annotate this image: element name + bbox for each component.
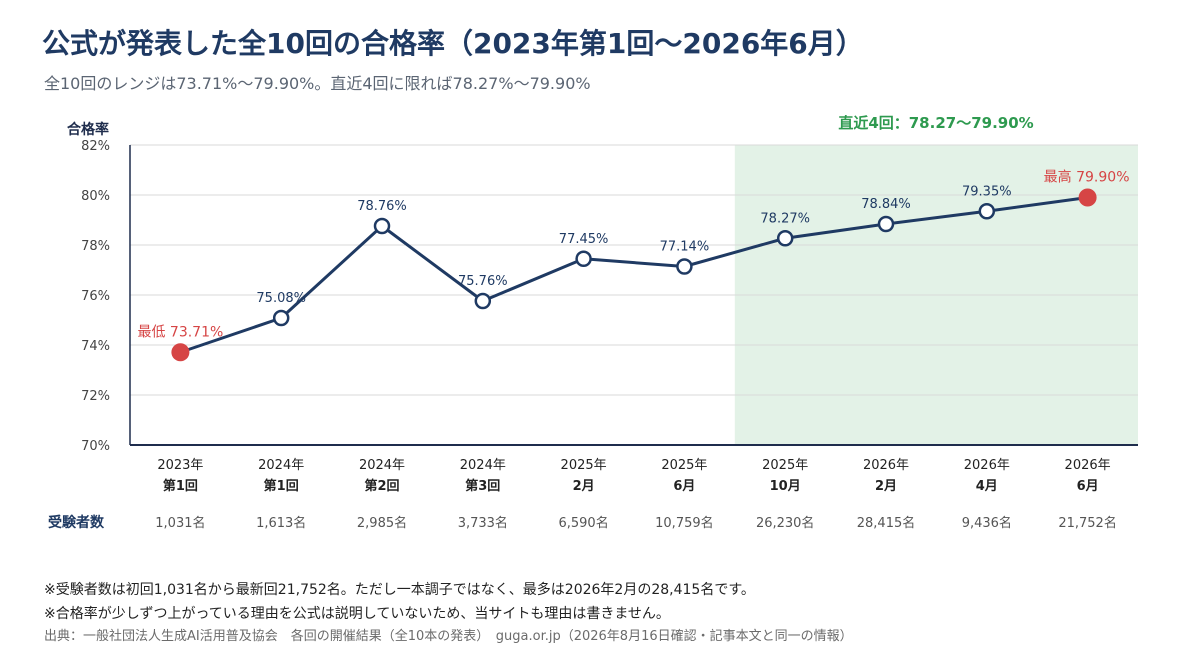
max-annotation: 最高 79.90% xyxy=(1044,169,1130,186)
y-axis-label: 合格率 xyxy=(67,121,109,138)
footnotes: ※受験者数は初回1,031名から最新回21,752名。ただし一本調子ではなく、最… xyxy=(44,578,1184,648)
data-point-marker xyxy=(676,258,693,275)
x-tick-round: 第1回 xyxy=(163,478,198,494)
y-tick-label: 74% xyxy=(81,339,110,354)
data-label: 79.35% xyxy=(962,184,1012,199)
examinee-count: 10,759名 xyxy=(655,515,714,531)
x-tick-round: 6月 xyxy=(1077,479,1099,494)
x-tick-year: 2024年 xyxy=(460,458,506,473)
max-point-marker xyxy=(1078,188,1097,207)
x-tick-round: 6月 xyxy=(673,479,695,494)
examinee-count: 2,985名 xyxy=(357,515,407,531)
data-point-marker xyxy=(373,217,391,235)
y-tick-label: 72% xyxy=(81,389,110,404)
data-label: 78.27% xyxy=(760,211,810,226)
recent-rounds-label: 直近4回：78.27〜79.90% xyxy=(838,114,1033,132)
min-annotation: 最低 73.71% xyxy=(137,324,223,340)
data-point-marker xyxy=(575,250,592,267)
source-citation: 出典：一般社団法人生成AI活用普及協会 各回の開催結果（全10本の発表） gug… xyxy=(44,629,853,644)
x-tick-year: 2023年 xyxy=(157,458,203,473)
data-label: 77.14% xyxy=(660,240,710,255)
data-label: 78.76% xyxy=(357,199,407,214)
x-tick-year: 2024年 xyxy=(258,458,304,473)
x-tick-round: 第1回 xyxy=(264,478,299,494)
y-tick-label: 80% xyxy=(81,189,110,204)
x-tick-year: 2026年 xyxy=(863,458,909,473)
page-title: 公式が発表した全10回の合格率（2023年第1回〜2026年6月） xyxy=(42,27,864,60)
data-label: 77.45% xyxy=(559,232,609,247)
examinee-count: 3,733名 xyxy=(458,515,508,531)
data-label: 75.08% xyxy=(256,291,306,306)
x-tick-year: 2026年 xyxy=(1065,458,1111,473)
y-tick-label: 76% xyxy=(81,289,110,304)
data-point-marker xyxy=(776,230,794,247)
x-tick-round: 2月 xyxy=(573,479,595,494)
examinee-count: 26,230名 xyxy=(756,515,815,531)
y-tick-label: 70% xyxy=(81,439,110,454)
data-label: 78.84% xyxy=(861,197,911,212)
min-point-marker xyxy=(171,343,190,362)
examinee-count: 9,436名 xyxy=(962,515,1012,531)
data-label: 75.76% xyxy=(458,274,508,289)
x-tick-year: 2025年 xyxy=(561,458,607,473)
x-tick-round: 第3回 xyxy=(465,478,500,494)
x-tick-round: 2月 xyxy=(875,479,897,494)
examinee-count: 21,752名 xyxy=(1058,515,1117,531)
examinee-count: 1,031名 xyxy=(155,515,205,531)
data-point-marker xyxy=(272,309,290,327)
y-tick-label: 78% xyxy=(81,239,110,254)
x-tick-year: 2024年 xyxy=(359,458,405,473)
data-point-marker xyxy=(474,292,492,310)
examinee-count: 6,590名 xyxy=(558,515,608,531)
y-tick-label: 82% xyxy=(81,139,110,154)
page-subtitle: 全10回のレンジは73.71%〜79.90%。直近4回に限れば78.27%〜79… xyxy=(44,74,591,93)
data-point-marker xyxy=(877,215,895,233)
examinees-row-label: 受験者数 xyxy=(48,514,105,531)
x-tick-round: 第2回 xyxy=(364,478,399,494)
examinee-count: 1,613名 xyxy=(256,515,306,531)
footnote-reason: ※合格率が少しずつ上がっている理由を公式は説明していないため、当サイトも理由は書… xyxy=(44,606,670,622)
footnote-examinees: ※受験者数は初回1,031名から最新回21,752名。ただし一本調子ではなく、最… xyxy=(44,582,755,598)
pass-rate-line xyxy=(179,196,1088,354)
examinee-count: 28,415名 xyxy=(857,515,916,531)
x-tick-round: 10月 xyxy=(770,479,801,494)
x-tick-round: 4月 xyxy=(976,479,998,494)
x-tick-year: 2026年 xyxy=(964,458,1010,473)
x-tick-year: 2025年 xyxy=(762,458,808,473)
data-point-marker xyxy=(978,203,996,220)
x-tick-year: 2025年 xyxy=(661,458,707,473)
